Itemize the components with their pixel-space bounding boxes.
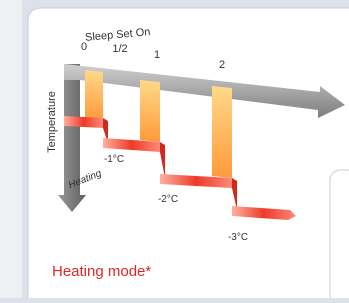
side-strip [0,0,22,298]
step-label: -3°C [228,232,248,243]
page: Sleep Set On 0 1/2 1 2 Temperature Heati… [0,0,349,298]
axis-label: Temperature [46,91,58,153]
step-label: -2°C [158,194,178,205]
step-level [64,116,103,128]
step-label: -1°C [104,154,124,165]
caption: Heating mode* [52,263,151,280]
inner-box [330,170,349,298]
tick-label: 1 [154,49,160,61]
step-bar [212,86,232,178]
step-bar [140,80,160,142]
tick-label: 2 [219,59,225,71]
tick-label: 1/2 [112,43,127,55]
tick-label: 0 [81,41,87,53]
diagram: Sleep Set On 0 1/2 1 2 Temperature Heati… [0,0,349,298]
step-bar [85,70,103,120]
